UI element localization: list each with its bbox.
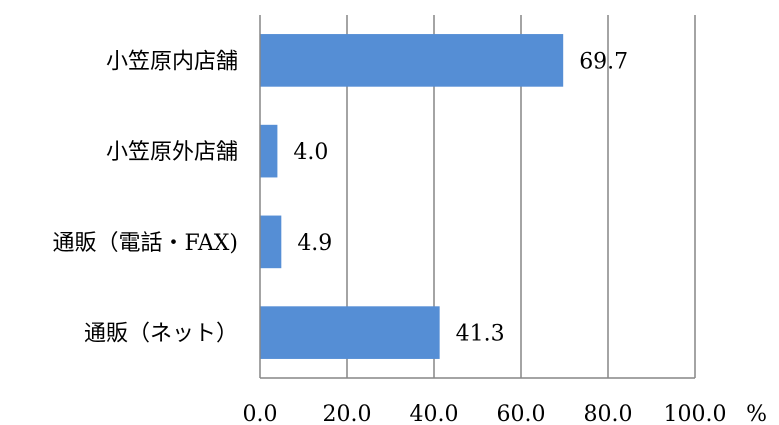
x-tick-label: 80.0 [584,402,633,425]
bar [260,34,564,87]
axes [259,15,695,379]
x-tick-label: 0.0 [243,402,278,425]
x-tick-labels: 0.0 20.0 40.0 60.0 80.0 100.0 [243,402,727,425]
x-tick-label: 100.0 [664,402,727,425]
category-label: 通販（電話・FAX) [53,231,239,256]
bar [260,306,440,359]
data-labels: 69.7 4.0 4.9 41.3 [293,49,628,346]
x-tick-label: 20.0 [323,402,372,425]
bar [260,215,282,269]
data-label: 4.0 [293,140,328,165]
category-label: 小笠原外店舗 [106,140,238,165]
category-label: 通販（ネット） [84,322,238,347]
unit-label: % [746,402,767,425]
x-tick-label: 40.0 [410,402,459,425]
bars [260,34,564,359]
category-label: 小笠原内店舗 [106,49,238,74]
bar [260,124,278,178]
data-label: 69.7 [579,49,628,74]
x-tick-label: 60.0 [497,402,546,425]
data-label: 41.3 [456,322,505,347]
data-label: 4.9 [297,231,332,256]
